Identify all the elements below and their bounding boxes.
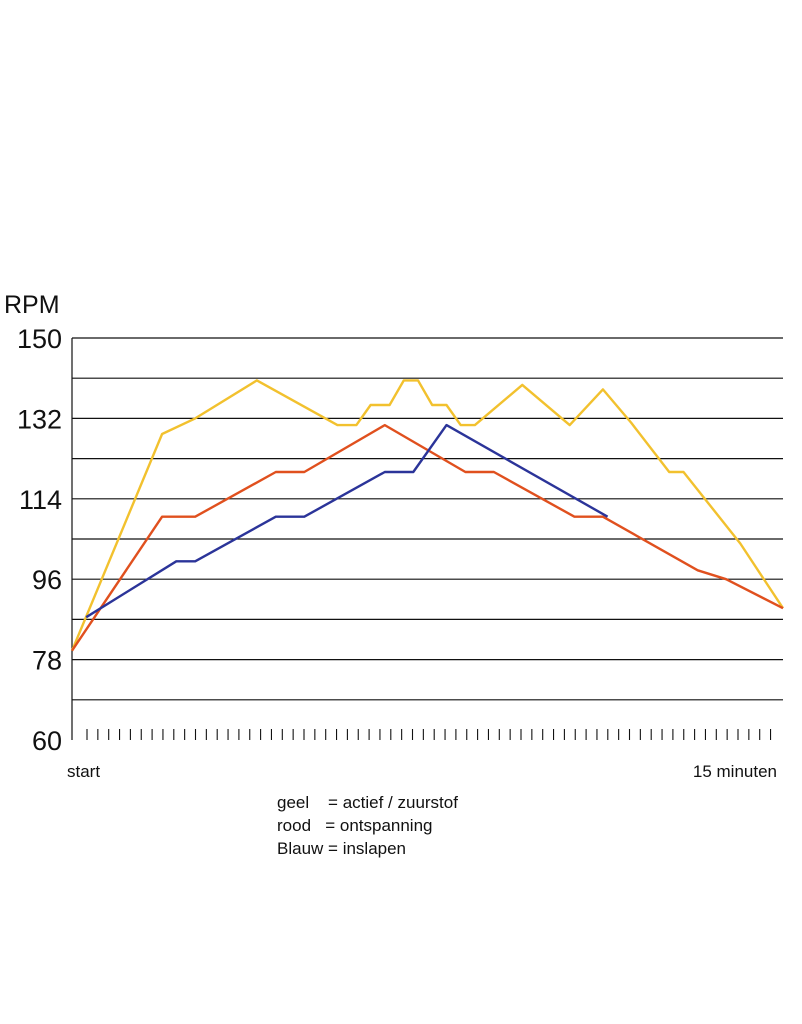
legend-separator: = [323,839,343,858]
x-start-label: start [67,762,100,781]
y-tick-label: 78 [32,646,62,676]
x-end-label: 15 minuten [693,762,777,781]
y-tick-label: 60 [32,726,62,756]
y-tick-label: 132 [17,404,62,434]
y-tick-label: 114 [19,485,62,515]
legend-item-rood: rood = ontspanning [277,814,458,837]
grid-lines [71,337,783,740]
legend-key: Blauw [277,839,324,858]
series-line-rood [71,423,784,652]
legend-separator: = [311,816,340,835]
y-tick-labels: 60 78 96 114 132 150 [17,324,62,756]
y-tick-label: 96 [32,565,62,595]
series-line-blauw [85,423,609,619]
legend-value: ontspanning [339,816,433,835]
series-lines [70,379,785,652]
legend-item-geel: geel = actief / zuurstof [277,791,458,814]
legend-value: inslapen [342,839,407,858]
legend-key: rood [277,816,312,835]
legend-separator: = [309,793,343,812]
legend: geel = actief / zuurstof rood = ontspann… [277,791,458,860]
legend-item-blauw: Blauw = inslapen [277,837,458,860]
x-tick-marks [86,729,772,740]
y-axis-label: RPM [4,291,60,319]
y-tick-label: 150 [17,324,62,354]
legend-key: geel [277,793,310,812]
series-line-geel [70,379,785,652]
legend-value: actief / zuurstof [342,793,458,812]
